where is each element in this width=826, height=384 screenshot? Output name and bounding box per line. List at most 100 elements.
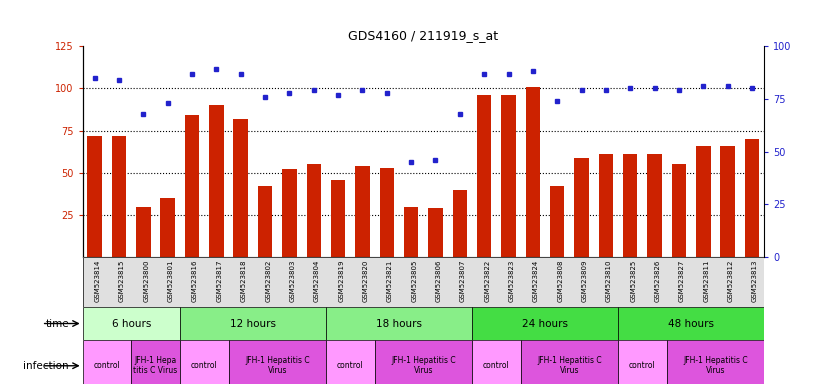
Text: JFH-1 Hepatitis C
Virus: JFH-1 Hepatitis C Virus	[391, 356, 456, 376]
Bar	[545, 257, 569, 307]
Bar	[520, 340, 618, 384]
Text: GSM523826: GSM523826	[654, 260, 661, 302]
Bar	[209, 105, 224, 257]
Text: GDS4160 / 211919_s_at: GDS4160 / 211919_s_at	[349, 29, 498, 42]
Bar	[379, 168, 394, 257]
Text: GSM523803: GSM523803	[289, 260, 296, 302]
Text: control: control	[483, 361, 510, 370]
Text: GSM523824: GSM523824	[533, 260, 539, 302]
Text: GSM523818: GSM523818	[241, 260, 247, 302]
Text: GSM523823: GSM523823	[509, 260, 515, 302]
Text: GSM523804: GSM523804	[314, 260, 320, 302]
Text: control: control	[191, 361, 218, 370]
Bar	[131, 257, 155, 307]
Bar	[83, 307, 180, 340]
Text: GSM523821: GSM523821	[387, 260, 393, 302]
Text: GSM523825: GSM523825	[630, 260, 636, 302]
Text: GSM523813: GSM523813	[752, 260, 758, 302]
Bar	[667, 257, 691, 307]
Bar	[88, 136, 102, 257]
Bar	[477, 95, 491, 257]
Bar	[83, 257, 107, 307]
Text: 24 hours: 24 hours	[522, 318, 568, 329]
Text: GSM523816: GSM523816	[192, 260, 198, 302]
Text: GSM523809: GSM523809	[582, 260, 587, 302]
Bar	[472, 340, 520, 384]
Bar	[160, 198, 175, 257]
Text: 18 hours: 18 hours	[376, 318, 422, 329]
Bar	[569, 257, 594, 307]
Bar	[350, 257, 375, 307]
Bar	[574, 157, 589, 257]
Bar	[623, 154, 638, 257]
Text: GSM523814: GSM523814	[95, 260, 101, 302]
Bar	[180, 257, 204, 307]
Text: GSM523815: GSM523815	[119, 260, 125, 302]
Bar	[594, 257, 618, 307]
Text: GSM523806: GSM523806	[435, 260, 441, 302]
Text: JFH-1 Hepa
titis C Virus: JFH-1 Hepa titis C Virus	[134, 356, 178, 376]
Text: GSM523817: GSM523817	[216, 260, 222, 302]
Bar	[180, 340, 229, 384]
Text: 6 hours: 6 hours	[112, 318, 151, 329]
Bar	[550, 186, 564, 257]
Bar	[83, 340, 131, 384]
Text: GSM523801: GSM523801	[168, 260, 173, 302]
Bar	[253, 257, 278, 307]
Bar	[618, 257, 643, 307]
Bar	[715, 257, 740, 307]
Bar	[326, 307, 472, 340]
Bar	[301, 257, 326, 307]
Bar	[204, 257, 229, 307]
Bar	[520, 257, 545, 307]
Bar	[229, 340, 326, 384]
Bar	[155, 257, 180, 307]
Bar	[672, 164, 686, 257]
Text: GSM523807: GSM523807	[460, 260, 466, 302]
Bar	[472, 307, 618, 340]
Bar	[131, 340, 180, 384]
Bar	[234, 119, 248, 257]
Bar	[278, 257, 301, 307]
Bar	[180, 307, 326, 340]
Text: JFH-1 Hepatitis C
Virus: JFH-1 Hepatitis C Virus	[245, 356, 310, 376]
Bar	[136, 207, 151, 257]
Text: GSM523811: GSM523811	[703, 260, 710, 302]
Bar	[229, 257, 253, 307]
Bar	[375, 340, 472, 384]
Bar	[453, 190, 468, 257]
Bar	[185, 115, 199, 257]
Text: GSM523810: GSM523810	[605, 260, 612, 302]
Text: 48 hours: 48 hours	[668, 318, 714, 329]
Bar	[648, 154, 662, 257]
Bar	[525, 87, 540, 257]
Text: GSM523819: GSM523819	[338, 260, 344, 302]
Bar	[501, 95, 515, 257]
Bar	[618, 307, 764, 340]
Bar	[355, 166, 370, 257]
Bar	[599, 154, 613, 257]
Bar	[744, 139, 759, 257]
Bar	[448, 257, 472, 307]
Bar	[667, 340, 764, 384]
Text: GSM523820: GSM523820	[363, 260, 368, 302]
Text: GSM523827: GSM523827	[679, 260, 685, 302]
Text: control: control	[93, 361, 121, 370]
Bar	[306, 164, 321, 257]
Text: GSM523805: GSM523805	[411, 260, 417, 302]
Text: JFH-1 Hepatitis C
Virus: JFH-1 Hepatitis C Virus	[683, 356, 748, 376]
Bar	[258, 186, 273, 257]
Text: GSM523808: GSM523808	[558, 260, 563, 302]
Bar	[618, 340, 667, 384]
Bar	[331, 180, 345, 257]
Bar	[107, 257, 131, 307]
Bar	[326, 257, 350, 307]
Bar	[691, 257, 715, 307]
Text: GSM523812: GSM523812	[728, 260, 733, 302]
Text: control: control	[629, 361, 656, 370]
Text: control: control	[337, 361, 363, 370]
Bar	[695, 146, 710, 257]
Bar	[112, 136, 126, 257]
Bar	[375, 257, 399, 307]
Bar	[428, 208, 443, 257]
